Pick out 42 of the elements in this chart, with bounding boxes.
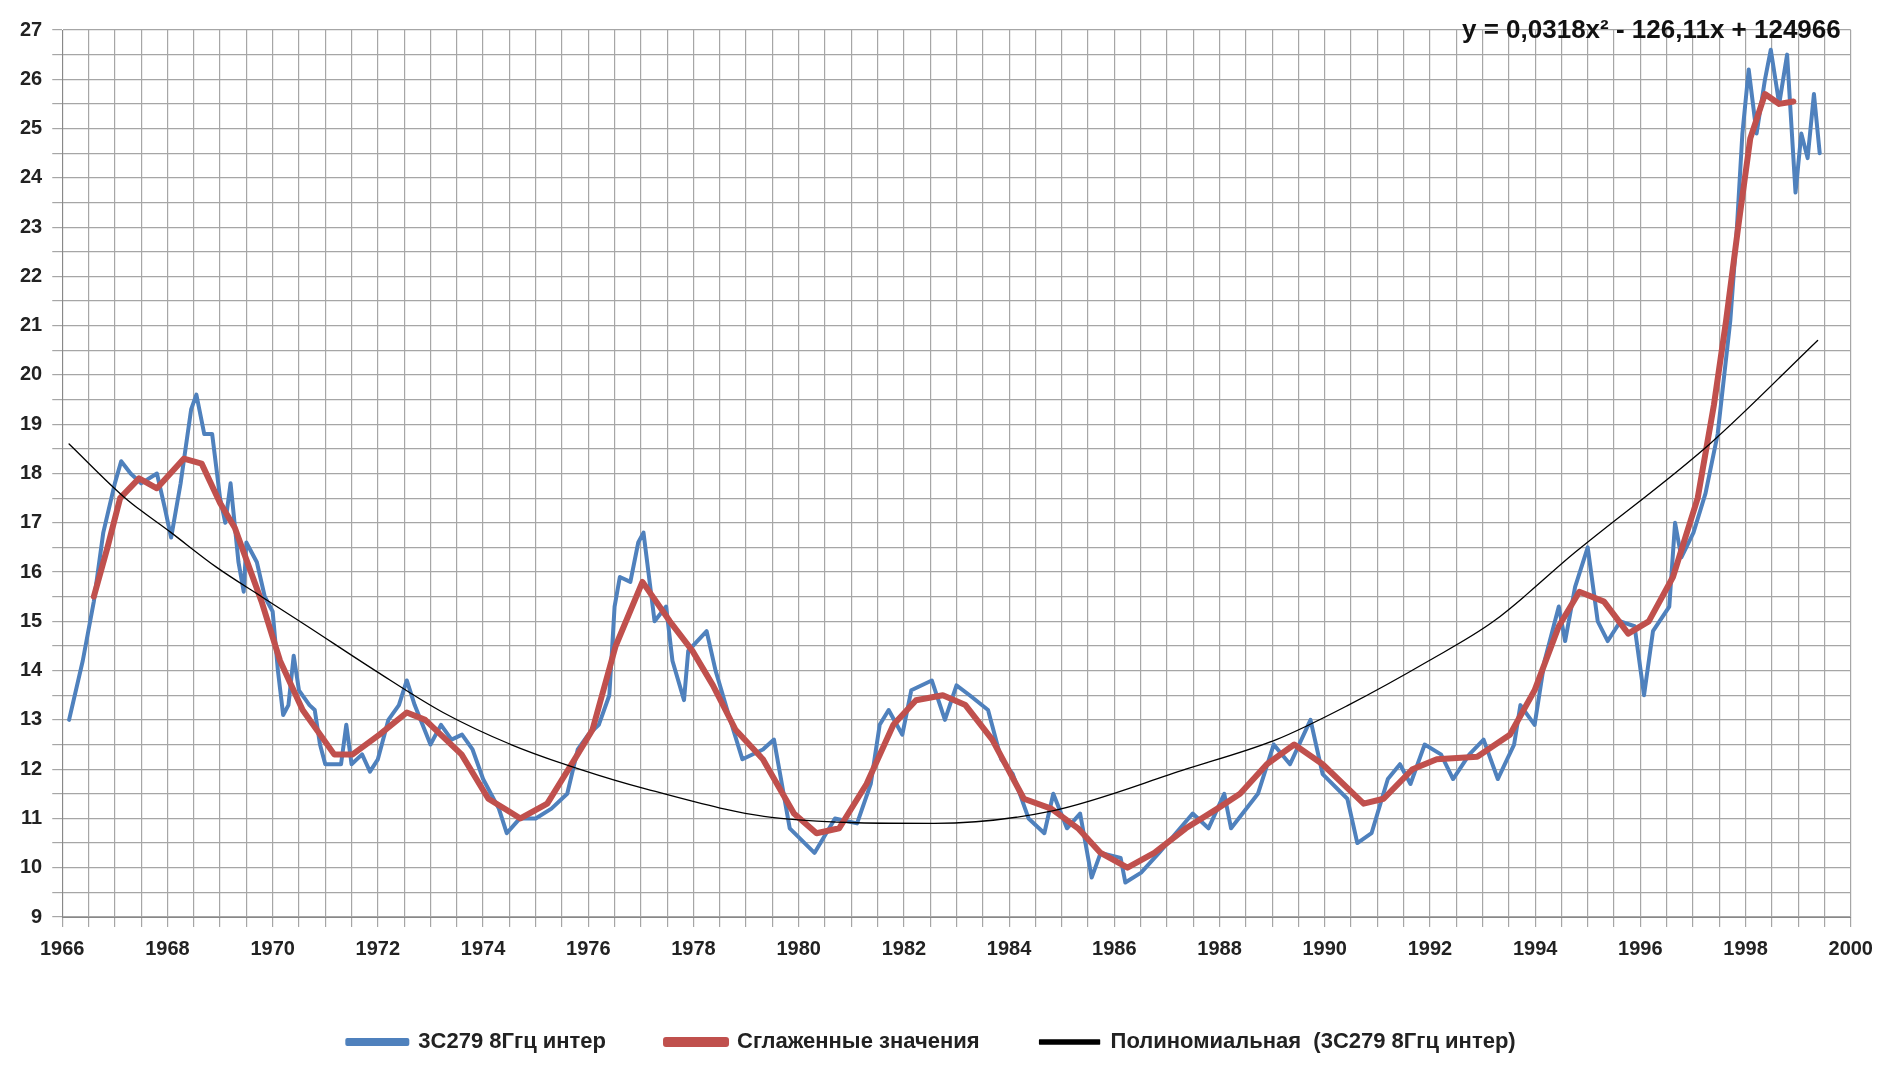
y-tick-label: 16 xyxy=(20,559,43,582)
y-tick-label: 20 xyxy=(20,362,43,385)
x-tick-label: 1984 xyxy=(986,936,1033,959)
x-tick-label: 1970 xyxy=(250,936,295,959)
x-tick-label: 1982 xyxy=(881,936,927,959)
x-tick-label: 1996 xyxy=(1618,936,1663,959)
legend-label: Сглаженные значения xyxy=(737,1028,980,1054)
x-tick-label: 1994 xyxy=(1512,936,1559,959)
y-tick-label: 11 xyxy=(21,805,43,828)
x-tick-label: 1972 xyxy=(355,936,401,959)
x-tick-label: 1976 xyxy=(566,936,611,959)
legend-label: 3C279 8Ггц интер xyxy=(418,1028,607,1054)
y-tick-label: 10 xyxy=(20,855,43,878)
y-tick-label: 26 xyxy=(20,66,43,89)
line-series xyxy=(68,339,1819,825)
x-tick-label: 1978 xyxy=(671,936,716,959)
x-tick-label: 1990 xyxy=(1302,936,1347,959)
x-tick-label: 2000 xyxy=(1828,936,1873,959)
y-tick-label: 17 xyxy=(20,510,43,533)
y-tick-label: 27 xyxy=(20,17,43,40)
x-tick-label: 1998 xyxy=(1723,936,1768,959)
legend-label: Полиномиальная (3C279 8Ггц интер) xyxy=(1110,1028,1516,1054)
x-tick-label: 1992 xyxy=(1407,936,1453,959)
y-tick-label: 19 xyxy=(20,411,43,434)
x-tick-label: 1988 xyxy=(1197,936,1242,959)
x-tick-label: 1966 xyxy=(40,936,85,959)
x-tick-label: 1980 xyxy=(776,936,821,959)
y-tick-label: 12 xyxy=(20,756,43,779)
x-tick-label: 1986 xyxy=(1092,936,1137,959)
y-tick-label: 15 xyxy=(20,608,43,631)
y-tick-label: 13 xyxy=(20,707,43,730)
y-tick-label: 22 xyxy=(20,263,43,286)
y-tick-label: 24 xyxy=(20,165,44,188)
y-tick-label: 21 xyxy=(20,313,43,336)
x-tick-label: 1968 xyxy=(145,936,190,959)
annotation: y = 0,0318x² - 126,11x + 124966 xyxy=(1461,14,1841,45)
y-tick-label: 25 xyxy=(20,116,43,139)
y-tick-label: 18 xyxy=(20,461,43,484)
y-tick-label: 23 xyxy=(20,214,43,237)
y-tick-label: 14 xyxy=(20,658,44,681)
x-tick-label: 1974 xyxy=(460,936,507,959)
y-tick-label: 9 xyxy=(31,904,43,927)
